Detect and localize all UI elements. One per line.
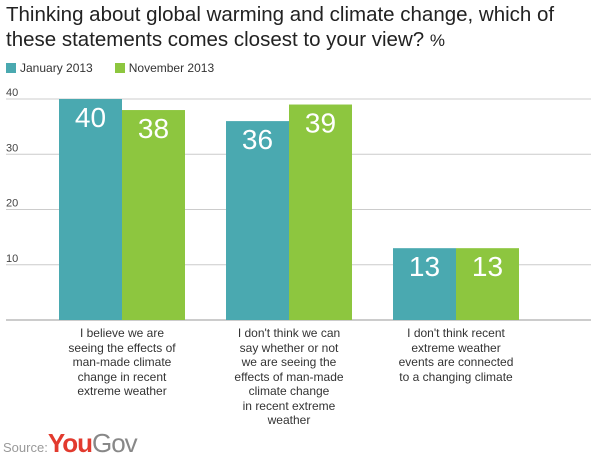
legend-swatch-january-2013: [6, 63, 16, 73]
yougov-logo: YouGov: [47, 428, 138, 458]
data-label-jan2013-2: 13: [409, 251, 440, 282]
y-tick-label-40: 40: [6, 87, 18, 99]
data-label-nov2013-0: 38: [138, 113, 169, 144]
data-label-nov2013-2: 13: [472, 251, 503, 282]
legend-item-january-2013: January 2013: [6, 61, 93, 75]
category-label-1: I don't think we can say whether or not we…: [234, 326, 344, 427]
legend-label-november-2013: November 2013: [128, 61, 215, 75]
chart-title-unit: %: [429, 31, 445, 50]
chart-title-text: Thinking about global warming and climat…: [6, 3, 555, 51]
data-label-nov2013-1: 39: [305, 108, 336, 139]
y-tick-label-20: 20: [6, 198, 18, 210]
bar-jan2013-0: [59, 99, 122, 320]
legend: January 2013 November 2013: [6, 61, 236, 75]
chart-title: Thinking about global warming and climat…: [6, 2, 591, 53]
y-tick-label-10: 10: [6, 253, 18, 265]
bar-nov2013-2: [456, 248, 519, 320]
category-label-0: I believe we are seeing the effects of man…: [68, 326, 176, 398]
y-tick-label-30: 30: [6, 142, 18, 154]
legend-swatch-november-2013: [114, 63, 125, 73]
bar-nov2013-0: [122, 110, 185, 320]
source: Source: YouGov: [3, 428, 138, 459]
source-label: Source:: [3, 440, 48, 455]
bar-jan2013-1: [226, 121, 289, 320]
legend-item-november-2013: November 2013: [114, 61, 215, 75]
bar-nov2013-1: [289, 104, 352, 321]
category-label-2: I don't think recent extreme weather event…: [398, 326, 514, 384]
data-label-jan2013-0: 40: [75, 102, 106, 133]
bar-jan2013-2: [393, 248, 456, 320]
legend-label-january-2013: January 2013: [20, 61, 93, 75]
data-label-jan2013-1: 36: [242, 124, 273, 155]
